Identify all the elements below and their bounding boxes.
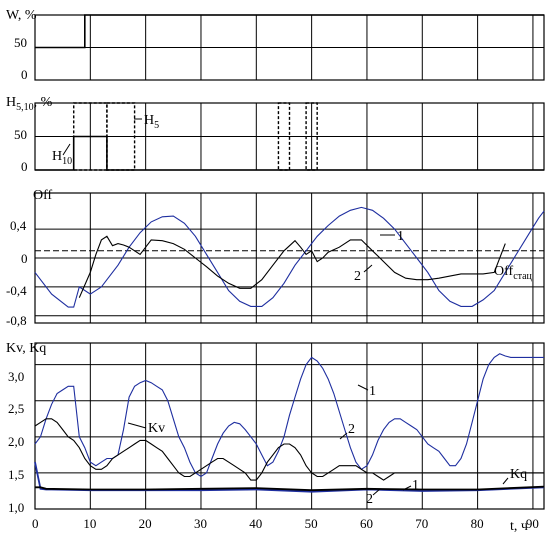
ytick-k-2.0: 2,0 [8,434,24,449]
series-w-line [35,14,544,49]
ytick-off--0.4: -0,4 [6,283,27,298]
series-h10-line [35,135,544,171]
series-kv-2-line [34,418,544,481]
xtick-0: 0 [32,516,39,531]
kq-label-1: 1 [412,478,419,493]
ytick-w-0: 0 [21,67,28,82]
off-label-1: 1 [397,229,404,244]
x-tick-labels: 0 10 20 30 40 50 60 70 80 90 [32,516,539,531]
grid-off [34,192,545,324]
series-kq-2-line [35,485,545,492]
kv-leader [127,422,147,429]
ytick-off-0.4: 0,4 [10,218,27,233]
kq-label-2: 2 [366,492,373,507]
series-w [35,14,544,49]
series-kv-1-line [34,353,544,478]
xtick-70: 70 [415,516,428,531]
xtick-30: 30 [194,516,207,531]
ytick-off--0.8: -0,8 [6,313,27,328]
panel-off: Off 0,4 0 -0,4 -0,8 1 2 Offстац [6,188,545,328]
panel-frame-4 [34,342,545,510]
ylabel-w: W, % [6,8,37,23]
kv-label: Kv [148,421,165,436]
xtick-80: 80 [471,516,484,531]
series-kq-1-line [34,461,545,493]
off-stac-main: Off [494,264,514,279]
h5-label: H5 [144,113,159,131]
series-off [34,206,545,308]
ytick-k-1.0: 1,0 [8,500,24,515]
ytick-h-50: 50 [14,127,27,142]
ylabel-h-main: H [6,95,16,110]
h5-label-sub: 5 [154,120,159,131]
xtick-20: 20 [139,516,152,531]
series-h5-pulse-2 [106,102,136,171]
xtick-60: 60 [360,516,373,531]
kq-label: Kq [510,467,527,482]
off-stac-sub: стац [513,271,532,282]
xtick-90: 90 [526,516,539,531]
ylabel-k: Kv, Kq [6,341,46,356]
h5-label-main: H [144,113,154,128]
k-1-leader [357,384,369,391]
ytick-k-1.5: 1,5 [8,467,24,482]
kq-2-leader [372,488,381,496]
kq-leader [502,477,509,485]
off-stac-label: Offстац [494,264,533,282]
k-label-1: 1 [369,384,376,399]
xtick-10: 10 [83,516,96,531]
h10-label: H10 [52,149,72,167]
h10-leader [62,143,71,156]
off-2-leader [363,264,373,273]
kq-1-leader [402,485,412,491]
ytick-k-2.5: 2,5 [8,401,24,416]
h10-label-sub: 10 [62,156,72,167]
xlabel: t, ч [510,519,528,534]
series-off-1-line [34,206,545,308]
series-h5-pulse-3 [277,102,291,171]
xtick-50: 50 [305,516,318,531]
ylabel-h-sub: 5,10 [16,102,34,113]
ytick-w-50: 50 [14,35,27,50]
panel-k: Kv, Kq 3,0 2,5 2,0 1,5 1,0 Kv Kq 1 2 2 1… [6,341,545,534]
series-h5-pulse-4 [305,102,318,171]
off-label-2: 2 [354,269,361,284]
grid-k [34,342,545,510]
ytick-h-0: 0 [21,159,28,174]
ytick-off-0: 0 [21,251,28,266]
ytick-k-3.0: 3,0 [8,369,24,384]
k-2-leader [339,432,348,440]
ylabel-off: Off [33,188,53,203]
series-k [34,353,545,493]
xtick-40: 40 [249,516,262,531]
series-off-2-line [78,235,506,298]
ylabel-h: H5,10, % [6,95,53,113]
grid-w [34,14,545,81]
panel-h: H5,10, % 50 0 H10 H5 [6,95,545,174]
k-label-2: 2 [348,422,355,437]
h10-label-main: H [52,149,62,164]
panel-w: W, % 50 0 [6,8,545,82]
series-h [35,102,544,171]
